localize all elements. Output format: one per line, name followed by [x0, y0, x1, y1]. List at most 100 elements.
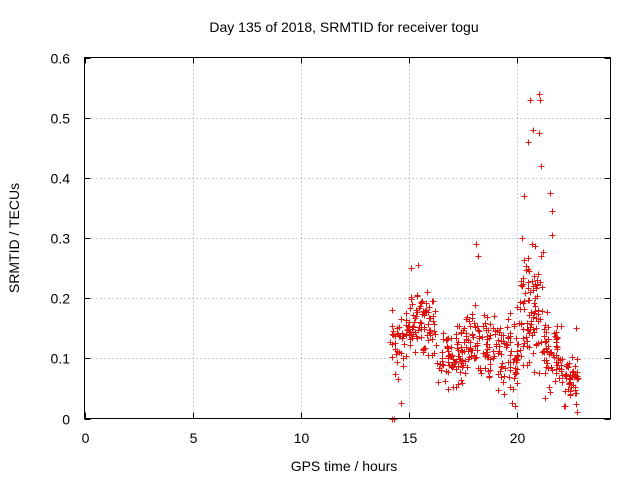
data-point: [400, 333, 407, 340]
data-point: [480, 350, 487, 357]
data-point: [558, 362, 565, 369]
x-tick-labels: 0 5 10 15 20: [82, 430, 526, 446]
data-point: [512, 403, 519, 410]
data-point: [518, 353, 525, 360]
data-point: [430, 298, 437, 305]
data-point: [408, 265, 415, 272]
data-point: [510, 359, 517, 366]
data-point: [559, 356, 566, 363]
data-point: [574, 409, 581, 416]
data-point: [511, 321, 518, 328]
data-point: [413, 307, 420, 314]
data-point: [509, 400, 516, 407]
data-point: [400, 355, 407, 362]
data-point: [525, 139, 532, 146]
data-point: [470, 334, 477, 341]
data-point: [546, 384, 553, 391]
data-point: [392, 340, 399, 347]
data-point: [487, 332, 494, 339]
data-point: [412, 349, 419, 356]
data-point: [553, 343, 560, 350]
data-point: [526, 297, 533, 304]
data-point: [389, 307, 396, 314]
data-point: [403, 310, 410, 317]
data-point: [531, 300, 538, 307]
data-point: [528, 309, 535, 316]
data-point: [463, 344, 470, 351]
data-point: [511, 375, 518, 382]
data-point: [562, 372, 569, 379]
data-point: [449, 352, 456, 359]
data-point: [525, 279, 532, 286]
data-point: [430, 313, 437, 320]
data-point: [467, 345, 474, 352]
data-point: [575, 375, 582, 382]
axis-ticks: [84, 57, 611, 420]
data-point: [537, 279, 544, 286]
data-point: [545, 343, 552, 350]
data-point: [498, 364, 505, 371]
data-point: [495, 371, 502, 378]
data-point: [569, 354, 576, 361]
data-point: [418, 299, 425, 306]
data-point: [556, 375, 563, 382]
data-point: [521, 257, 528, 264]
data-point: [475, 253, 482, 260]
data-point: [574, 356, 581, 363]
data-point: [464, 364, 471, 371]
data-points: [387, 91, 582, 423]
data-point: [549, 232, 556, 239]
data-point: [425, 337, 432, 344]
data-point: [501, 340, 508, 347]
data-point: [538, 253, 545, 260]
data-point: [570, 369, 577, 376]
data-point: [545, 336, 552, 343]
chart-title: Day 135 of 2018, SRMTID for receiver tog…: [209, 19, 478, 35]
data-point: [541, 349, 548, 356]
data-point: [391, 416, 398, 423]
data-point: [513, 335, 520, 342]
data-point: [490, 348, 497, 355]
data-point: [409, 324, 416, 331]
data-point: [544, 360, 551, 367]
data-point: [395, 376, 402, 383]
data-point: [572, 363, 579, 370]
data-point: [499, 360, 506, 367]
data-point: [455, 363, 462, 370]
data-point: [534, 293, 541, 300]
data-point: [544, 348, 551, 355]
data-point: [539, 284, 546, 291]
data-point: [401, 341, 408, 348]
data-point: [410, 312, 417, 319]
data-point: [508, 348, 515, 355]
data-point: [424, 289, 431, 296]
data-point: [409, 335, 416, 342]
data-point: [392, 371, 399, 378]
data-point: [485, 327, 492, 334]
data-point: [507, 339, 514, 346]
data-point: [532, 243, 539, 250]
data-point: [539, 308, 546, 315]
data-point: [498, 374, 505, 381]
data-point: [536, 370, 543, 377]
data-point: [545, 324, 552, 331]
data-point: [514, 366, 521, 373]
data-point: [533, 325, 540, 332]
data-point: [418, 320, 425, 327]
data-point: [501, 391, 508, 398]
data-point: [531, 369, 538, 376]
data-point: [461, 339, 468, 346]
data-point: [505, 316, 512, 323]
data-point: [445, 348, 452, 355]
y-tick-label: 0.5: [51, 111, 71, 127]
data-point: [421, 309, 428, 316]
data-point: [434, 360, 441, 367]
data-point: [436, 365, 443, 372]
data-point: [536, 130, 543, 137]
data-point: [522, 290, 529, 297]
data-point: [432, 308, 439, 315]
data-point: [551, 330, 558, 337]
data-point: [507, 367, 514, 374]
x-tick-label: 5: [190, 430, 198, 446]
data-point: [530, 287, 537, 294]
